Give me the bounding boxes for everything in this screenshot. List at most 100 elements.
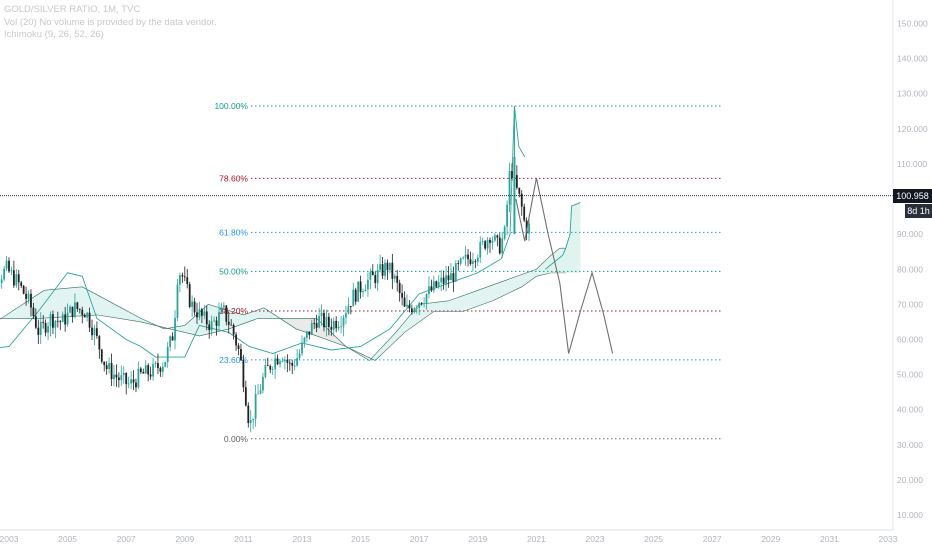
candle-body bbox=[225, 305, 228, 322]
candle-body bbox=[262, 376, 264, 391]
candle-body bbox=[425, 294, 428, 304]
leading-span-a bbox=[0, 247, 566, 361]
candle-body bbox=[342, 317, 345, 327]
candle-body bbox=[266, 365, 269, 366]
candle-body bbox=[308, 331, 311, 335]
candle-body bbox=[354, 289, 357, 302]
candle-body bbox=[196, 312, 198, 318]
candle-body bbox=[418, 302, 421, 308]
candle-body bbox=[364, 289, 367, 292]
candle-body bbox=[501, 238, 504, 254]
candle-body bbox=[472, 261, 474, 264]
candle-body bbox=[352, 289, 355, 307]
fib-level-label: 23.60% bbox=[219, 355, 248, 365]
candle-body bbox=[164, 361, 167, 367]
symbol-title[interactable]: GOLD/SILVER RATIO, 1M, TVC bbox=[4, 4, 141, 15]
candle-body bbox=[235, 334, 237, 346]
projected-path[interactable] bbox=[515, 177, 614, 354]
candle-body bbox=[74, 302, 76, 317]
candle-body bbox=[42, 321, 45, 323]
price-tick-label: 50.000 bbox=[897, 370, 923, 380]
candle-body bbox=[423, 303, 425, 305]
candle-body bbox=[381, 264, 384, 276]
projection-drawing[interactable] bbox=[515, 177, 614, 354]
candle-body bbox=[86, 312, 89, 318]
candle-body bbox=[457, 263, 460, 264]
candle-body bbox=[147, 365, 150, 375]
volume-indicator-label[interactable]: Vol (20) No volume is provided by the da… bbox=[4, 16, 217, 28]
candle-body bbox=[181, 275, 184, 277]
candle-body bbox=[528, 223, 530, 234]
candle-body bbox=[367, 279, 369, 290]
fib-level-label: 50.00% bbox=[219, 266, 248, 276]
candle-body bbox=[81, 309, 84, 316]
candle-body bbox=[398, 282, 401, 294]
candle-body bbox=[47, 326, 49, 333]
candle-body bbox=[161, 366, 164, 372]
candle-body bbox=[391, 262, 394, 279]
candle-body bbox=[249, 420, 252, 424]
candle-body bbox=[59, 321, 62, 323]
candle-body bbox=[122, 372, 125, 376]
candle-body bbox=[345, 313, 347, 318]
candle-body bbox=[25, 293, 27, 299]
candle-body bbox=[420, 302, 423, 304]
candle-body bbox=[323, 312, 325, 328]
candle-body bbox=[237, 345, 240, 350]
candle-body bbox=[442, 277, 445, 284]
cloud-future-area bbox=[545, 202, 581, 273]
candle-body bbox=[440, 277, 443, 283]
candle-body bbox=[362, 291, 364, 293]
price-tick-label: 110.000 bbox=[897, 159, 927, 169]
candle-body bbox=[227, 321, 230, 325]
candle-body bbox=[183, 276, 186, 278]
candle-body bbox=[288, 362, 291, 364]
candle-body bbox=[244, 387, 247, 406]
candle-body bbox=[115, 374, 118, 378]
candle-body bbox=[56, 320, 59, 322]
candle-body bbox=[193, 301, 196, 313]
candle-body bbox=[171, 336, 174, 341]
time-tick-label: 2015 bbox=[351, 534, 370, 544]
candle-body bbox=[474, 261, 477, 263]
candle-body bbox=[103, 361, 106, 366]
fib-level-label: 61.80% bbox=[219, 227, 248, 237]
candle-body bbox=[476, 257, 479, 262]
candle-body bbox=[83, 315, 86, 318]
candle-body bbox=[108, 363, 111, 370]
candle-body bbox=[523, 206, 526, 221]
candle-body bbox=[30, 293, 32, 308]
candle-body bbox=[325, 316, 328, 328]
candle-body bbox=[462, 257, 465, 259]
candle-body bbox=[20, 282, 23, 286]
candle-body bbox=[428, 286, 430, 295]
candle-body bbox=[281, 361, 284, 362]
cloud-bearish-area bbox=[281, 318, 370, 361]
candle-body bbox=[105, 365, 108, 370]
time-tick-label: 2011 bbox=[234, 534, 253, 544]
candle-body bbox=[401, 293, 404, 298]
fib-level-label: 100.00% bbox=[214, 101, 248, 111]
candle-body bbox=[389, 262, 391, 271]
time-tick-label: 2031 bbox=[820, 534, 839, 544]
candle-body bbox=[276, 358, 279, 365]
price-tick-label: 120.000 bbox=[897, 124, 928, 134]
candle-body bbox=[96, 328, 98, 336]
candle-body bbox=[52, 314, 54, 328]
time-tick-label: 2009 bbox=[175, 534, 194, 544]
candle-body bbox=[435, 281, 438, 287]
price-tick-label: 150.000 bbox=[897, 19, 928, 29]
candle-body bbox=[393, 275, 396, 279]
price-tick-label: 20.000 bbox=[897, 475, 923, 485]
candle-body bbox=[37, 327, 40, 335]
conversion-line bbox=[0, 105, 526, 358]
time-axis[interactable]: 2003 2005 2007 2009 2011 2013 2015 2017 2019 2021… bbox=[0, 534, 898, 544]
candle-body bbox=[69, 306, 71, 313]
price-tick-label: 140.000 bbox=[897, 54, 928, 64]
cloud-bullish-area bbox=[3, 286, 156, 326]
candle-body bbox=[71, 306, 74, 317]
ichimoku-indicator-label[interactable]: Ichimoku (9, 26, 52, 26) bbox=[4, 29, 104, 40]
fibonacci-retracement[interactable]: 100.00% 78.60% 61.80% 50.00% 38.20% 23.60% 0.0… bbox=[214, 101, 722, 444]
